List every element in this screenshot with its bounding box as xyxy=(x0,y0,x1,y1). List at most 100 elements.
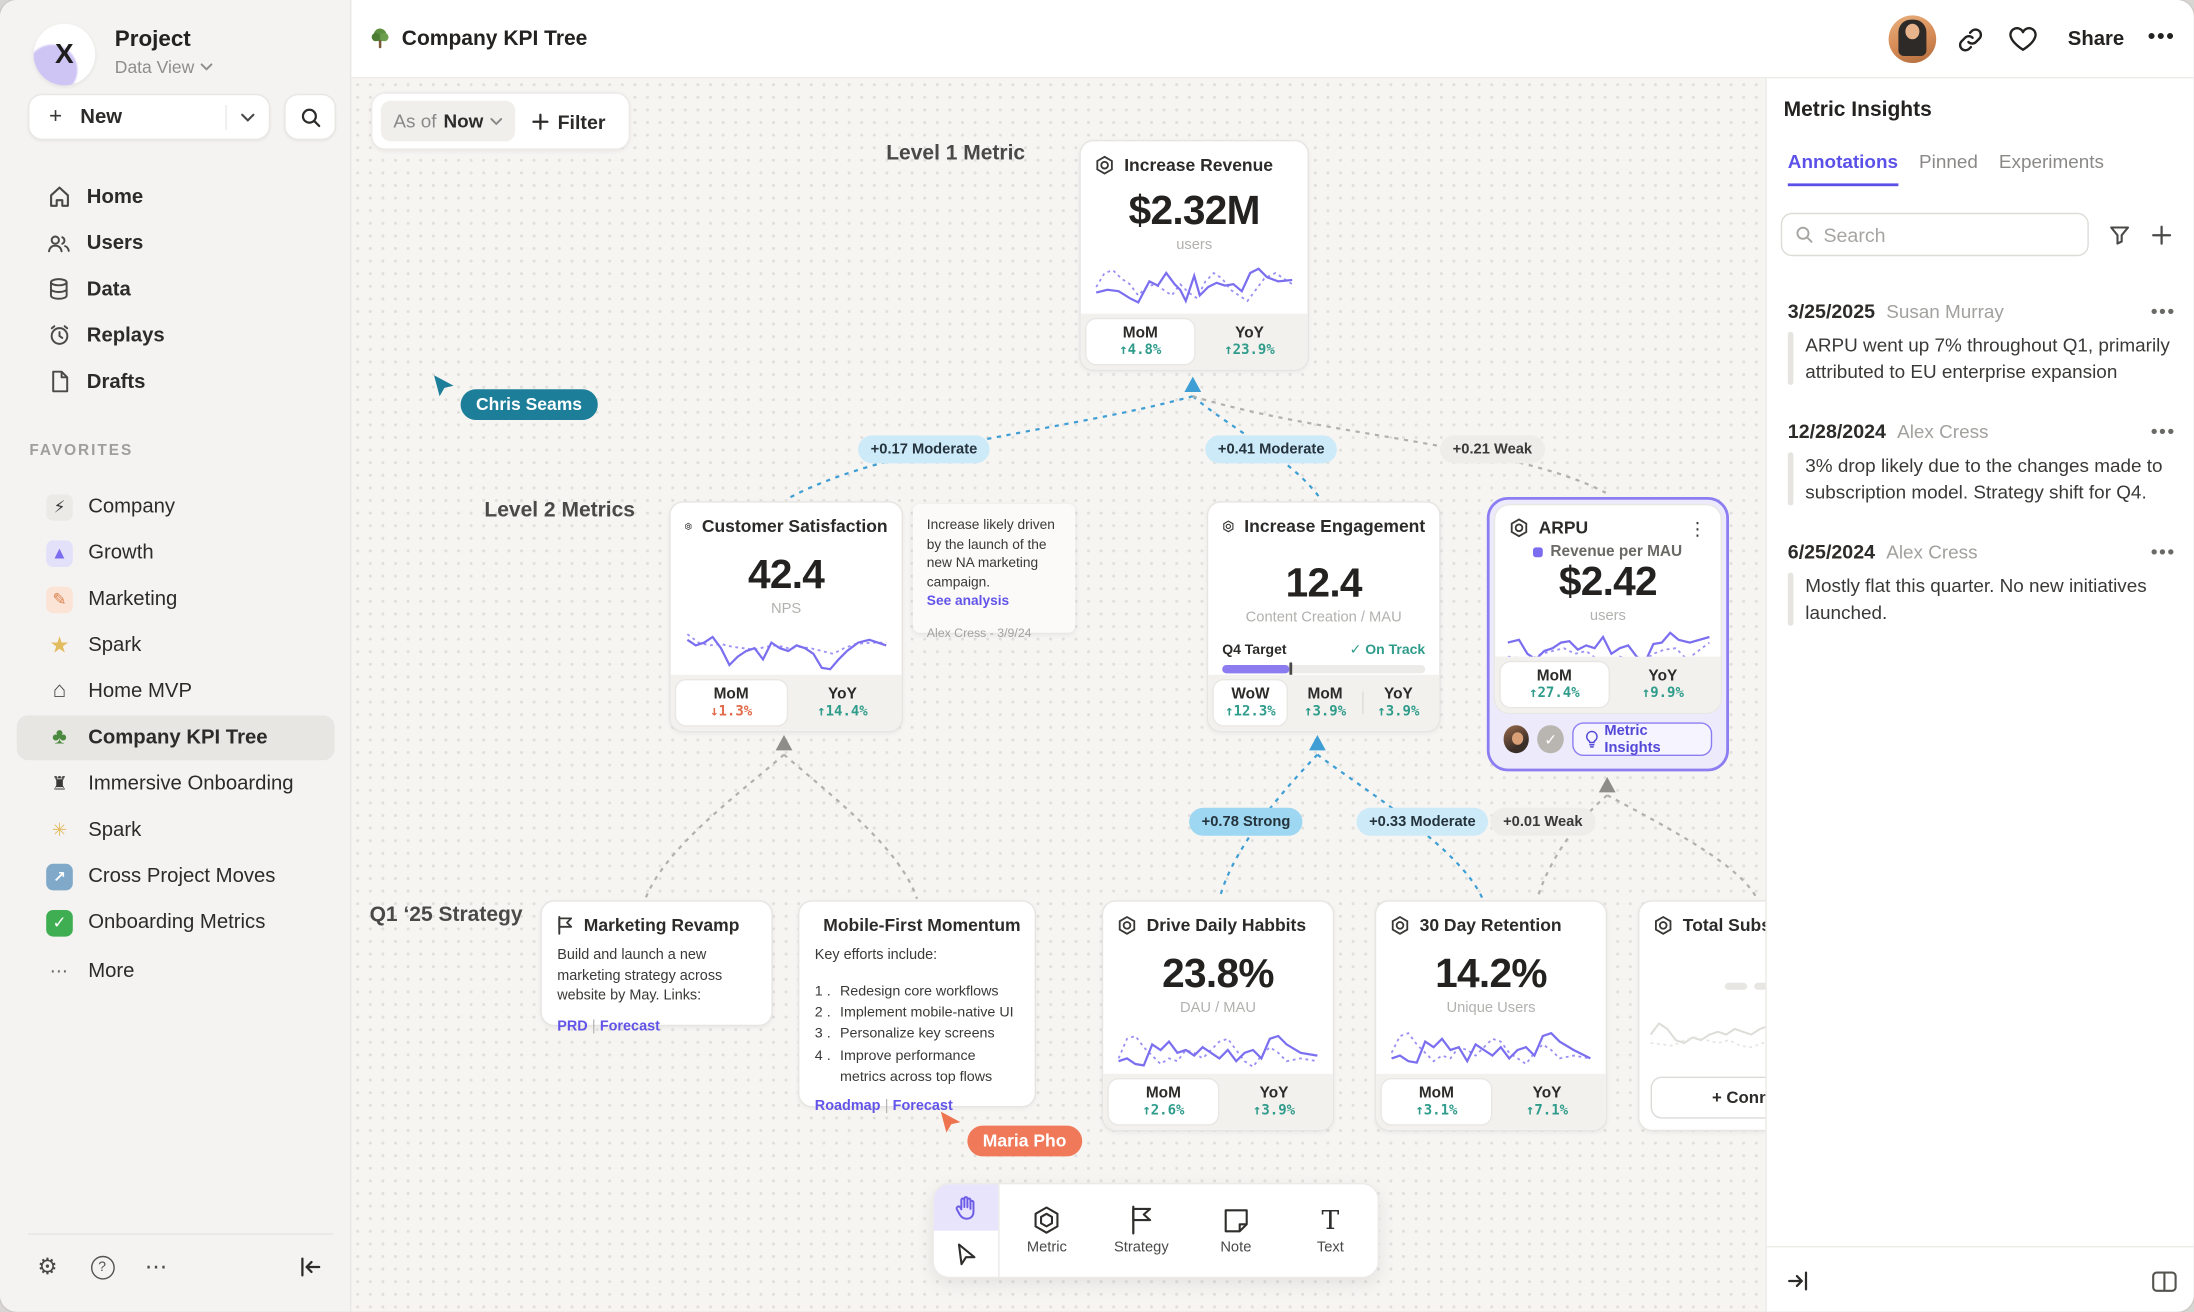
favorite-item-company-kpi-tree[interactable]: ♣ Company KPI Tree xyxy=(16,715,335,761)
loading-skeleton xyxy=(1639,982,1767,990)
sidebar-item-label: Users xyxy=(86,231,144,255)
connect-metric-button[interactable]: + Connec xyxy=(1650,1076,1767,1119)
metric-card-30-day-retention[interactable]: 30 Day Retention 14.2% Unique Users MoM … xyxy=(1374,900,1608,1132)
favorite-item-marketing[interactable]: ✎ Marketing xyxy=(17,577,335,622)
sidebar-item-more[interactable]: ⋯ More xyxy=(17,949,335,994)
strategy-tool-button[interactable]: Strategy xyxy=(1094,1184,1189,1276)
search-input[interactable] xyxy=(1823,223,2075,246)
new-button[interactable]: + New xyxy=(28,93,271,140)
stat-yoy: YoY ↑23.9% xyxy=(1196,318,1304,366)
project-view-switcher[interactable]: Data View xyxy=(115,57,213,77)
panel-footer xyxy=(1766,1246,2194,1312)
favorite-item-home-mvp[interactable]: ⌂ Home MVP xyxy=(17,669,335,714)
favorite-item-cross-project-moves[interactable]: ↗ Cross Project Moves xyxy=(17,854,335,899)
annotation-entry[interactable]: 12/28/2024 Alex Cress ••• 3% drop likely… xyxy=(1787,420,2176,506)
correlation-badge[interactable]: +0.78 Strong xyxy=(1189,807,1303,836)
annotation-author: Alex Cress xyxy=(1886,541,1978,563)
favorite-item-spark[interactable]: ★ Spark xyxy=(17,623,335,668)
metric-card-customer-satisfaction[interactable]: Customer Satisfaction 42.4 NPS MoM ↓1.3%… xyxy=(669,501,903,733)
favorite-item-growth[interactable]: ▲ Growth xyxy=(17,531,335,576)
home-icon xyxy=(46,185,71,209)
correlation-badge[interactable]: +0.33 Moderate xyxy=(1356,807,1489,836)
stat-yoy: YoY ↑3.9% xyxy=(1219,1078,1328,1126)
stat-value: ↑3.1% xyxy=(1415,1103,1458,1119)
strategy-card-marketing-revamp[interactable]: Marketing Revamp Build and launch a new … xyxy=(540,900,773,1034)
metric-tool-button[interactable]: Metric xyxy=(1000,1184,1095,1276)
stat-mom: MoM ↑3.9% xyxy=(1288,679,1361,727)
collapse-panel-icon[interactable] xyxy=(1781,1264,1815,1298)
annotation-menu-icon[interactable]: ••• xyxy=(2150,420,2176,443)
annotation-note-card[interactable]: Increase likely driven by the launch of … xyxy=(912,504,1076,639)
user-avatar[interactable] xyxy=(1888,15,1937,63)
correlation-badge[interactable]: +0.17 Moderate xyxy=(858,435,990,464)
new-dropdown-chevron[interactable] xyxy=(227,113,269,122)
more-options-icon[interactable]: ⋯ xyxy=(144,1255,169,1280)
share-button[interactable]: Share xyxy=(2067,28,2125,51)
page-title: Company KPI Tree xyxy=(401,26,588,51)
favorite-item-immersive-onboarding[interactable]: ♜ Immersive Onboarding xyxy=(17,762,335,807)
strategy-card-mobile-first-momentum[interactable]: Mobile-First Momentum Key efforts includ… xyxy=(798,900,1036,1115)
prd-link[interactable]: PRD xyxy=(557,1018,588,1035)
see-analysis-link[interactable]: See analysis xyxy=(926,593,1010,610)
correlation-badge[interactable]: +0.01 Weak xyxy=(1490,807,1596,836)
add-filter-button[interactable]: Filter xyxy=(532,110,611,132)
strategy-body-text: Build and launch a new marketing strateg… xyxy=(557,947,723,1005)
header-more-menu-icon[interactable]: ••• xyxy=(2147,25,2176,49)
split-view-icon[interactable] xyxy=(2148,1264,2182,1298)
metric-unit: Content Creation / MAU xyxy=(1245,609,1402,626)
project-logo[interactable]: X xyxy=(33,23,96,86)
annotation-entry[interactable]: 3/25/2025 Susan Murray ••• ARPU went up … xyxy=(1787,299,2176,386)
annotation-menu-icon[interactable]: ••• xyxy=(2150,540,2176,563)
metric-card-total-subscriptions[interactable]: Total Subscript + Connec xyxy=(1638,900,1767,1132)
filter-funnel-icon[interactable] xyxy=(2103,218,2137,252)
quote-bar xyxy=(1787,331,1793,386)
pencils-icon: ✎ xyxy=(46,585,73,613)
annotation-menu-icon[interactable]: ••• xyxy=(2150,299,2176,322)
tool-label: Text xyxy=(1316,1238,1344,1256)
tab-experiments[interactable]: Experiments xyxy=(1998,151,2104,173)
card-menu-kebab-icon[interactable]: ⋮ xyxy=(1688,518,1707,539)
sidebar-item-home[interactable]: Home xyxy=(17,175,335,218)
stat-label: YoY xyxy=(828,686,857,703)
tab-pinned[interactable]: Pinned xyxy=(1919,151,1978,173)
collapse-sidebar-icon[interactable] xyxy=(294,1250,328,1284)
as-of-selector[interactable]: As of Now xyxy=(380,100,516,142)
favorite-item-onboarding-metrics[interactable]: ✓ Onboarding Metrics xyxy=(17,900,335,945)
chevron-down-icon xyxy=(200,63,213,71)
favorite-item-spark-2[interactable]: ✳ Spark xyxy=(17,808,335,853)
sidebar-item-users[interactable]: Users xyxy=(17,221,335,264)
favorite-heart-icon[interactable] xyxy=(2006,22,2040,56)
sidebar-item-drafts[interactable]: Drafts xyxy=(17,360,335,403)
help-icon[interactable]: ? xyxy=(85,1250,119,1284)
add-annotation-icon[interactable] xyxy=(2145,218,2179,252)
top-header: Company KPI Tree Share ••• xyxy=(351,0,2194,79)
correlation-badge[interactable]: +0.41 Moderate xyxy=(1205,435,1338,464)
quote-bar xyxy=(1787,452,1793,506)
sidebar-search-button[interactable] xyxy=(284,93,336,140)
sidebar-item-data[interactable]: Data xyxy=(17,267,335,310)
metric-card-drive-daily-habbits[interactable]: Drive Daily Habbits 23.8% DAU / MAU MoM … xyxy=(1101,900,1335,1132)
note-tool-button[interactable]: Note xyxy=(1189,1184,1284,1276)
metric-insights-button[interactable]: Metric Insights xyxy=(1572,722,1713,756)
text-tool-button[interactable]: T Text xyxy=(1283,1184,1378,1276)
tab-annotations[interactable]: Annotations xyxy=(1787,151,1899,187)
forecast-link[interactable]: Forecast xyxy=(599,1018,660,1035)
contributor-avatar[interactable] xyxy=(1503,725,1530,754)
metric-card-arpu-selected[interactable]: ARPU ⋮ Revenue per MAU $2.42 users MoM ↑… xyxy=(1486,497,1729,772)
target-icon xyxy=(1391,915,1409,935)
favorite-item-company[interactable]: ⚡ Company xyxy=(17,484,335,529)
roadmap-link[interactable]: Roadmap xyxy=(814,1099,881,1115)
kpi-tree-canvas[interactable]: As of Now Filter Level 1 Metric Level 2 … xyxy=(351,78,1767,1312)
metric-card-increase-engagement[interactable]: Increase Engagement 12.4 Content Creatio… xyxy=(1206,501,1441,733)
copy-link-icon[interactable] xyxy=(1953,22,1987,56)
annotations-search[interactable] xyxy=(1780,212,2089,257)
correlation-badge[interactable]: +0.21 Weak xyxy=(1440,435,1545,464)
forecast-link[interactable]: Forecast xyxy=(892,1099,953,1115)
metric-card-increase-revenue[interactable]: Increase Revenue $2.32M users MoM ↑4.8% … xyxy=(1079,140,1309,371)
favorite-item-label: Spark xyxy=(88,634,142,657)
select-tool-button[interactable] xyxy=(934,1231,998,1277)
settings-gear-icon[interactable]: ⚙ xyxy=(37,1255,58,1280)
hand-tool-button[interactable] xyxy=(933,1184,999,1231)
annotation-entry[interactable]: 6/25/2024 Alex Cress ••• Mostly flat thi… xyxy=(1787,540,2176,627)
sidebar-item-replays[interactable]: Replays xyxy=(17,314,335,357)
